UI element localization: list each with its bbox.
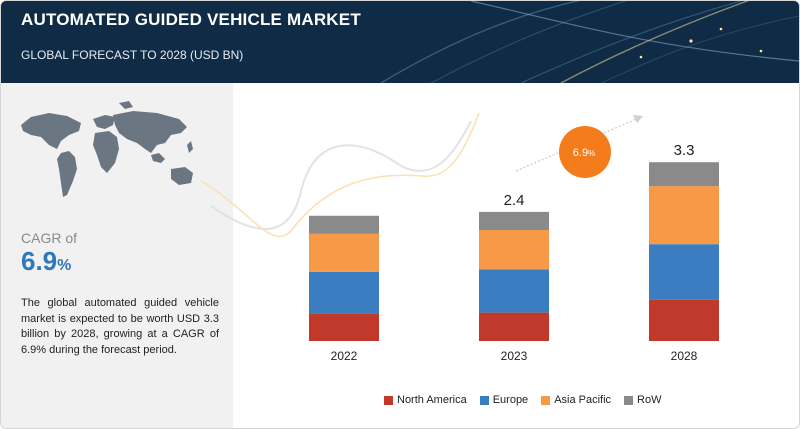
legend-swatch [384,395,393,405]
bar-2028-europe [649,244,719,300]
legend-label: Europe [492,394,529,406]
x-tick-label: 2022 [331,349,358,363]
decorative-swoosh-orange [200,112,480,238]
bar-2028-row [649,162,719,187]
cagr-label: CAGR of [21,230,78,246]
bar-2023-row [479,211,549,230]
bar-2028-asia-pacific [649,186,719,245]
bar-total-label: 2.4 [504,192,525,209]
cagr-value: 6.9% [21,246,71,277]
x-tick-label: 2028 [671,349,698,363]
cagr-bubble-value: 6.9 [573,147,588,159]
world-map-graphic [21,101,193,197]
growth-arrow-head [633,115,643,123]
bar-2028-north-america [649,299,719,341]
page-title: AUTOMATED GUIDED VEHICLE MARKET [21,10,361,29]
legend-item-row: RoW [624,394,662,406]
legend-swatch [541,395,551,405]
legend-swatch [624,395,634,405]
page-subtitle: GLOBAL FORECAST TO 2028 (USD BN) [21,48,244,62]
bar-2023-europe [479,269,549,313]
bar-2022-north-america [309,313,379,341]
bar-total-label: 3.3 [674,142,695,159]
bar-2022-asia-pacific [309,233,379,272]
legend-item-north-america: North America [384,394,467,406]
legend-label: RoW [637,394,662,406]
legend-item-europe: Europe [479,394,529,406]
bar-2022-row [309,215,379,234]
chart-legend: North America Europe Asia Pacific RoW [384,392,662,408]
cagr-bubble-label: 6.9% [573,147,595,159]
market-description: The global automated guided vehicle mark… [21,297,219,356]
legend-item-asia-pacific: Asia Pacific [541,394,611,406]
bar-2023-asia-pacific [479,229,549,270]
cagr-unit: % [57,257,72,274]
header-background-art [380,1,799,83]
cagr-bubble [559,126,611,178]
summary-panel: CAGR of 6.9% The global automated guided… [1,83,233,428]
header-banner: AUTOMATED GUIDED VEHICLE MARKET GLOBAL F… [1,1,799,83]
cagr-bubble-unit: % [588,149,595,158]
legend-label: Asia Pacific [554,394,612,406]
x-tick-label: 2023 [501,349,528,363]
legend-label: North America [397,394,467,406]
bar-2023-north-america [479,312,549,341]
decorative-swoosh-gray [210,120,472,230]
bar-2022-europe [309,271,379,314]
cagr-number: 6.9 [21,246,58,276]
legend-swatch [479,395,489,405]
